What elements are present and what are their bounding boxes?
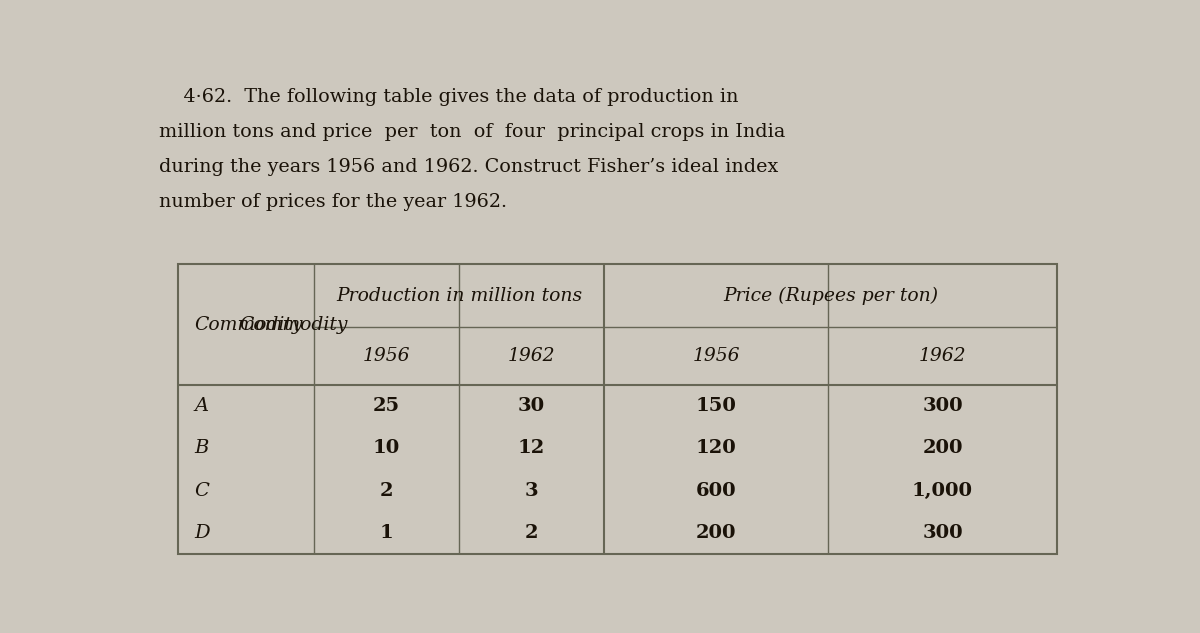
Text: 1,000: 1,000 [912,482,973,499]
Text: Price (Rupees per ton): Price (Rupees per ton) [722,286,938,304]
Text: 10: 10 [373,439,401,458]
Text: 300: 300 [922,523,962,542]
Text: 120: 120 [696,439,737,458]
Text: 3: 3 [524,482,539,499]
Text: 200: 200 [923,439,962,458]
Text: during the years 1956 and 1962. Construct Fisher’s ideal index: during the years 1956 and 1962. Construc… [160,158,779,177]
Text: 30: 30 [518,398,545,415]
Text: 1962: 1962 [919,348,966,365]
Text: 150: 150 [696,398,737,415]
Text: B: B [194,439,209,458]
Text: 1: 1 [379,523,394,542]
Text: 4·62.  The following table gives the data of production in: 4·62. The following table gives the data… [160,88,739,106]
Text: D: D [194,523,210,542]
Text: Production in million tons: Production in million tons [336,287,582,304]
Text: C: C [194,482,209,499]
Text: 300: 300 [922,398,962,415]
Text: Commodity: Commodity [194,315,302,334]
Text: million tons and price  per  ton  of  four  principal crops in India: million tons and price per ton of four p… [160,123,786,141]
Text: 1956: 1956 [362,348,410,365]
Text: 1956: 1956 [692,348,740,365]
Text: 2: 2 [380,482,394,499]
Text: 2: 2 [524,523,539,542]
Text: 25: 25 [373,398,400,415]
Text: number of prices for the year 1962.: number of prices for the year 1962. [160,194,508,211]
Text: 600: 600 [696,482,737,499]
Text: 12: 12 [518,439,545,458]
Text: A: A [194,398,209,415]
Text: 1962: 1962 [508,348,556,365]
Text: Commodity: Commodity [239,315,348,334]
Text: 200: 200 [696,523,737,542]
